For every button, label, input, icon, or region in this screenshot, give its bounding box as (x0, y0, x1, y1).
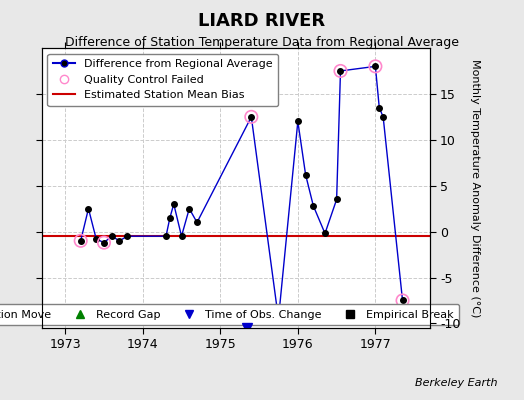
Legend: Station Move, Record Gap, Time of Obs. Change, Empirical Break: Station Move, Record Gap, Time of Obs. C… (0, 304, 459, 325)
Point (77, 238, 85, 244)
Text: Berkeley Earth: Berkeley Earth (416, 378, 498, 388)
Point (336, 68, 345, 74)
Text: LIARD RIVER: LIARD RIVER (199, 12, 325, 30)
Point (100, 240, 108, 246)
Y-axis label: Monthly Temperature Anomaly Difference (°C): Monthly Temperature Anomaly Difference (… (470, 59, 480, 317)
Point (398, 297, 407, 304)
Text: Difference of Station Temperature Data from Regional Average: Difference of Station Temperature Data f… (65, 36, 459, 49)
Point (371, 63, 379, 70)
Point (247, 114, 256, 120)
